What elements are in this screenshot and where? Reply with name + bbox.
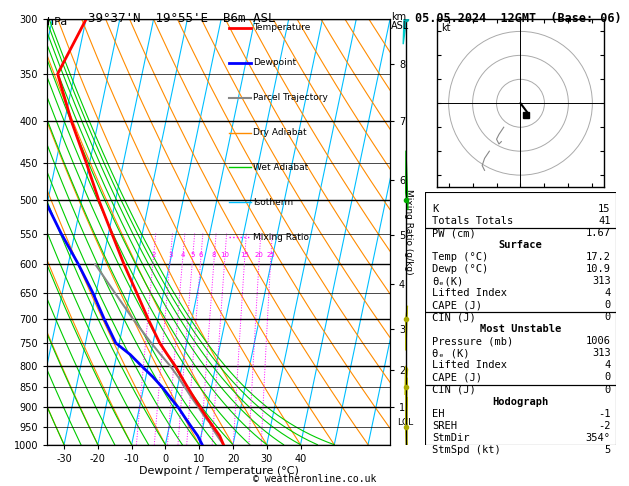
Text: 4: 4 xyxy=(181,252,185,259)
Text: SREH: SREH xyxy=(432,420,457,431)
Text: Totals Totals: Totals Totals xyxy=(432,216,513,226)
Text: Dry Adiabat: Dry Adiabat xyxy=(253,128,306,137)
Text: 10: 10 xyxy=(220,252,230,259)
Text: Mixing Ratio: Mixing Ratio xyxy=(253,233,309,242)
Text: CAPE (J): CAPE (J) xyxy=(432,372,482,382)
Text: 1.67: 1.67 xyxy=(586,228,611,238)
Text: CIN (J): CIN (J) xyxy=(432,384,476,395)
Text: Lifted Index: Lifted Index xyxy=(432,288,507,298)
Text: 15: 15 xyxy=(240,252,249,259)
Text: 20: 20 xyxy=(255,252,264,259)
Text: 3: 3 xyxy=(168,252,172,259)
Text: Most Unstable: Most Unstable xyxy=(480,324,561,334)
Text: 0: 0 xyxy=(604,312,611,322)
Text: Isotherm: Isotherm xyxy=(253,198,293,207)
Text: 5: 5 xyxy=(604,445,611,455)
Text: Temperature: Temperature xyxy=(253,23,310,33)
Text: 0: 0 xyxy=(604,384,611,395)
Text: kt: kt xyxy=(442,23,451,34)
Text: 05.05.2024  12GMT  (Base: 06): 05.05.2024 12GMT (Base: 06) xyxy=(415,12,621,25)
Text: θₑ (K): θₑ (K) xyxy=(432,348,470,358)
Text: 41: 41 xyxy=(598,216,611,226)
Text: hPa: hPa xyxy=(47,17,67,27)
Text: Surface: Surface xyxy=(499,240,542,250)
Text: StmDir: StmDir xyxy=(432,433,470,443)
Text: 313: 313 xyxy=(592,276,611,286)
Text: K: K xyxy=(432,204,438,214)
Text: 2: 2 xyxy=(151,252,155,259)
Text: 10.9: 10.9 xyxy=(586,264,611,274)
Text: km: km xyxy=(391,12,406,22)
Text: Dewpoint: Dewpoint xyxy=(253,58,296,68)
Text: 0: 0 xyxy=(604,372,611,382)
Text: 5: 5 xyxy=(191,252,195,259)
Text: -2: -2 xyxy=(598,420,611,431)
Text: 6: 6 xyxy=(199,252,203,259)
Text: Lifted Index: Lifted Index xyxy=(432,361,507,370)
Text: StmSpd (kt): StmSpd (kt) xyxy=(432,445,501,455)
Text: 0: 0 xyxy=(604,300,611,310)
Text: 354°: 354° xyxy=(586,433,611,443)
Text: Hodograph: Hodograph xyxy=(493,397,548,407)
Text: PW (cm): PW (cm) xyxy=(432,228,476,238)
Text: 4: 4 xyxy=(604,288,611,298)
Text: Pressure (mb): Pressure (mb) xyxy=(432,336,513,347)
Text: © weatheronline.co.uk: © weatheronline.co.uk xyxy=(253,473,376,484)
Text: CIN (J): CIN (J) xyxy=(432,312,476,322)
Text: EH: EH xyxy=(432,409,445,418)
Text: Parcel Trajectory: Parcel Trajectory xyxy=(253,93,328,102)
Text: 39°37'N  19°55'E  B6m ASL: 39°37'N 19°55'E B6m ASL xyxy=(88,12,276,25)
Text: 1006: 1006 xyxy=(586,336,611,347)
Text: -1: -1 xyxy=(598,409,611,418)
Text: 17.2: 17.2 xyxy=(586,252,611,262)
Text: θₑ(K): θₑ(K) xyxy=(432,276,464,286)
Text: Mixing Ratio (g/kg): Mixing Ratio (g/kg) xyxy=(404,189,413,275)
Text: 25: 25 xyxy=(267,252,276,259)
Text: LCL: LCL xyxy=(397,418,413,427)
Text: Wet Adiabat: Wet Adiabat xyxy=(253,163,308,172)
Text: 15: 15 xyxy=(598,204,611,214)
Text: 4: 4 xyxy=(604,361,611,370)
Text: Dewp (°C): Dewp (°C) xyxy=(432,264,489,274)
Text: CAPE (J): CAPE (J) xyxy=(432,300,482,310)
X-axis label: Dewpoint / Temperature (°C): Dewpoint / Temperature (°C) xyxy=(138,467,299,476)
Text: Temp (°C): Temp (°C) xyxy=(432,252,489,262)
Text: 313: 313 xyxy=(592,348,611,358)
Text: ASL: ASL xyxy=(391,21,409,31)
Text: 8: 8 xyxy=(212,252,216,259)
